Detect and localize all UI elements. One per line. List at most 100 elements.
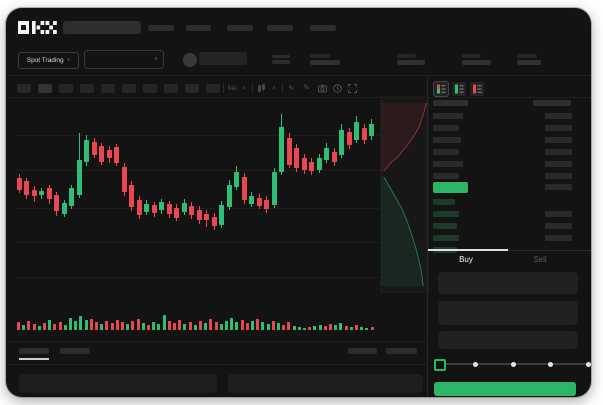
candle <box>234 171 239 188</box>
tab-sell[interactable]: Sell <box>533 255 547 264</box>
volume-bar <box>256 319 260 330</box>
last-price-amount <box>545 184 572 190</box>
price-input[interactable] <box>438 272 578 294</box>
volume-bar <box>329 324 332 330</box>
pencil-icon[interactable]: ✎ <box>303 83 310 92</box>
ask-amount-placeholder <box>545 125 572 131</box>
candle <box>361 128 367 140</box>
divider <box>282 83 283 93</box>
book-bids-icon[interactable] <box>452 82 466 96</box>
okx-logo <box>18 21 57 34</box>
candle <box>91 142 97 155</box>
timeframe-button[interactable] <box>122 83 136 93</box>
candle <box>286 137 292 166</box>
nav-item[interactable] <box>186 25 211 31</box>
divider <box>6 364 427 365</box>
gridline <box>16 134 421 136</box>
volume-bar <box>230 318 234 330</box>
volume-bar <box>349 327 353 330</box>
volume-bar <box>121 322 124 330</box>
volume-bar <box>27 321 31 330</box>
candle <box>39 191 44 195</box>
volume-bar <box>339 323 343 330</box>
pair-selector-dropdown[interactable]: ∨ <box>84 50 164 69</box>
chevron-down-icon[interactable]: ∨ <box>242 85 246 91</box>
slider-stop[interactable] <box>510 361 516 367</box>
candle <box>211 217 217 226</box>
nav-item[interactable] <box>267 25 293 31</box>
market-selector-label: Spot Trading <box>26 57 64 64</box>
volume-bar <box>105 321 109 330</box>
ask-price-placeholder[interactable] <box>433 149 459 155</box>
bottom-action-placeholder[interactable] <box>348 348 377 354</box>
divider <box>252 83 253 93</box>
amount-input[interactable] <box>438 301 578 325</box>
volume-bar <box>245 323 249 330</box>
ma-dropdown[interactable]: MA <box>228 85 237 92</box>
volume-bar <box>89 319 93 330</box>
volume-bar <box>53 324 57 330</box>
volume-bar <box>157 324 161 330</box>
candle <box>256 197 262 206</box>
volume-bar <box>136 319 140 330</box>
nav-item[interactable] <box>227 25 253 31</box>
nav-item[interactable] <box>310 25 336 31</box>
wave-icon[interactable]: ∿ <box>288 83 295 92</box>
volume-bar <box>147 325 150 330</box>
timeframe-button[interactable] <box>164 83 178 93</box>
divider <box>6 97 591 98</box>
bid-price-placeholder[interactable] <box>433 235 459 241</box>
volume-bar <box>188 322 192 330</box>
volume-bar <box>219 324 223 330</box>
candle <box>114 147 119 163</box>
active-tab-indicator <box>428 249 508 251</box>
market-selector-button[interactable]: Spot Trading ∨ <box>18 52 79 69</box>
slider-handle[interactable] <box>434 359 446 371</box>
bid-price-placeholder[interactable] <box>433 211 459 217</box>
bottom-tab[interactable] <box>19 348 49 354</box>
total-input[interactable] <box>438 331 578 349</box>
timeframe-button[interactable] <box>80 83 94 93</box>
slider-stop[interactable] <box>473 361 478 367</box>
candle <box>69 188 74 206</box>
timeframe-button[interactable] <box>206 83 220 93</box>
volume-bar <box>84 320 88 330</box>
bid-price-placeholder[interactable] <box>433 199 455 205</box>
ask-price-placeholder[interactable] <box>433 173 459 179</box>
volume-bar <box>199 321 202 330</box>
tab-buy[interactable]: Buy <box>459 255 473 264</box>
ask-price-placeholder[interactable] <box>433 161 463 167</box>
book-both-icon[interactable] <box>434 82 448 96</box>
book-asks-icon[interactable] <box>470 82 484 96</box>
volume-bar <box>79 316 83 330</box>
global-search-input[interactable] <box>63 21 141 34</box>
ask-price-placeholder[interactable] <box>433 125 459 131</box>
bid-amount-placeholder <box>545 223 572 229</box>
chevron-down-icon[interactable]: ∨ <box>272 85 276 91</box>
ask-price-placeholder[interactable] <box>433 137 461 143</box>
active-tab-underline <box>19 358 49 360</box>
change-placeholder <box>272 60 290 64</box>
timeframe-button[interactable] <box>59 83 73 93</box>
timeframe-button[interactable] <box>38 83 52 93</box>
divider <box>6 75 591 76</box>
volume-bar <box>225 321 228 330</box>
bottom-panel <box>228 374 423 393</box>
timeframe-button[interactable] <box>17 83 31 93</box>
volume-bar <box>32 324 36 330</box>
volume-bar <box>100 324 104 330</box>
timeframe-button[interactable] <box>185 83 199 93</box>
bottom-action-placeholder[interactable] <box>386 348 417 354</box>
candle <box>61 202 67 215</box>
volume-bar <box>214 322 218 330</box>
volume-bar <box>287 322 291 330</box>
bid-price-placeholder[interactable] <box>433 223 457 229</box>
nav-item[interactable] <box>147 25 174 31</box>
slider-stop[interactable] <box>585 361 591 367</box>
ask-price-placeholder[interactable] <box>433 113 463 119</box>
buy-submit-button[interactable] <box>434 382 576 396</box>
timeframe-button[interactable] <box>143 83 157 93</box>
timeframe-button[interactable] <box>101 83 115 93</box>
slider-stop[interactable] <box>548 361 553 367</box>
bottom-tab[interactable] <box>60 348 90 354</box>
